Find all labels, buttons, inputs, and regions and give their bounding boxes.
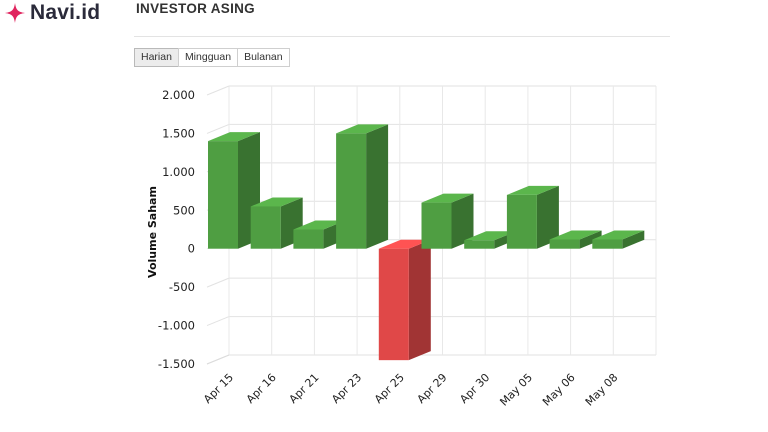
bar-side <box>536 185 559 249</box>
gridline-depth <box>206 316 230 327</box>
sparkle-icon <box>5 3 25 23</box>
bar-8 <box>506 185 559 249</box>
bar-top <box>421 193 474 203</box>
title-divider <box>134 36 670 37</box>
bar-front <box>293 229 324 249</box>
gridline-depth <box>206 277 230 288</box>
y-tick-label: -500 <box>169 280 195 294</box>
bar-side <box>408 239 431 361</box>
bar-top <box>378 239 431 249</box>
x-tick-label: Apr 16 <box>244 371 279 406</box>
bar-top <box>464 231 517 241</box>
x-tick-label: Apr 29 <box>415 371 450 406</box>
bar-front <box>250 206 281 249</box>
bar-front <box>336 133 367 249</box>
bar-front <box>506 194 537 249</box>
bar-1 <box>208 132 260 249</box>
bar-front <box>592 239 623 249</box>
brand-logo[interactable]: Navi.id <box>4 1 100 25</box>
y-tick-label: -1.500 <box>158 357 195 371</box>
bar-side <box>451 193 474 249</box>
y-tick-label: 1.000 <box>162 165 195 179</box>
x-tick-label: May 06 <box>540 371 578 409</box>
bar-10 <box>592 230 645 249</box>
bar-front <box>464 240 495 249</box>
bar-side <box>622 230 645 249</box>
y-axis-label: Volume Saham <box>146 186 159 278</box>
bar-top <box>208 132 260 142</box>
y-tick-label: -1.000 <box>158 319 195 333</box>
axis-depth <box>206 354 230 365</box>
y-tick-label: 1.500 <box>162 126 195 140</box>
bar-9 <box>549 230 602 249</box>
bar-4 <box>336 124 389 249</box>
bar-top <box>506 185 559 195</box>
y-tick-label: 2.000 <box>162 88 195 102</box>
period-tabs: Harian Mingguan Bulanan <box>134 48 290 67</box>
y-tick-label: 500 <box>173 203 195 217</box>
x-tick-label: Apr 23 <box>329 371 364 406</box>
bar-front <box>378 248 409 361</box>
bar-front <box>208 141 238 249</box>
bar-top <box>250 197 303 207</box>
bar-side <box>366 124 389 249</box>
x-tick-label: Apr 15 <box>201 371 236 406</box>
bar-top <box>592 230 645 240</box>
bar-5 <box>378 239 431 361</box>
bar-front <box>421 202 452 249</box>
gridline-depth <box>206 85 230 96</box>
bar-top <box>293 220 346 230</box>
section-title: INVESTOR ASING <box>136 1 255 16</box>
x-tick-label: Apr 25 <box>372 371 407 406</box>
y-tick-label: 0 <box>188 242 195 256</box>
bar-top <box>549 230 602 240</box>
gridline-depth <box>206 123 230 134</box>
bar-front <box>549 239 580 249</box>
tab-mingguan[interactable]: Mingguan <box>177 48 239 67</box>
bar-side <box>579 230 602 249</box>
x-tick-label: Apr 30 <box>457 371 492 406</box>
bar-6 <box>421 193 474 249</box>
tab-bulanan[interactable]: Bulanan <box>237 48 290 67</box>
x-tick-label: Apr 21 <box>286 371 321 406</box>
brand-name: Navi.id <box>30 1 101 24</box>
x-tick-label: May 05 <box>497 371 535 409</box>
x-tick-label: May 08 <box>583 371 621 409</box>
bar-top <box>336 124 389 134</box>
